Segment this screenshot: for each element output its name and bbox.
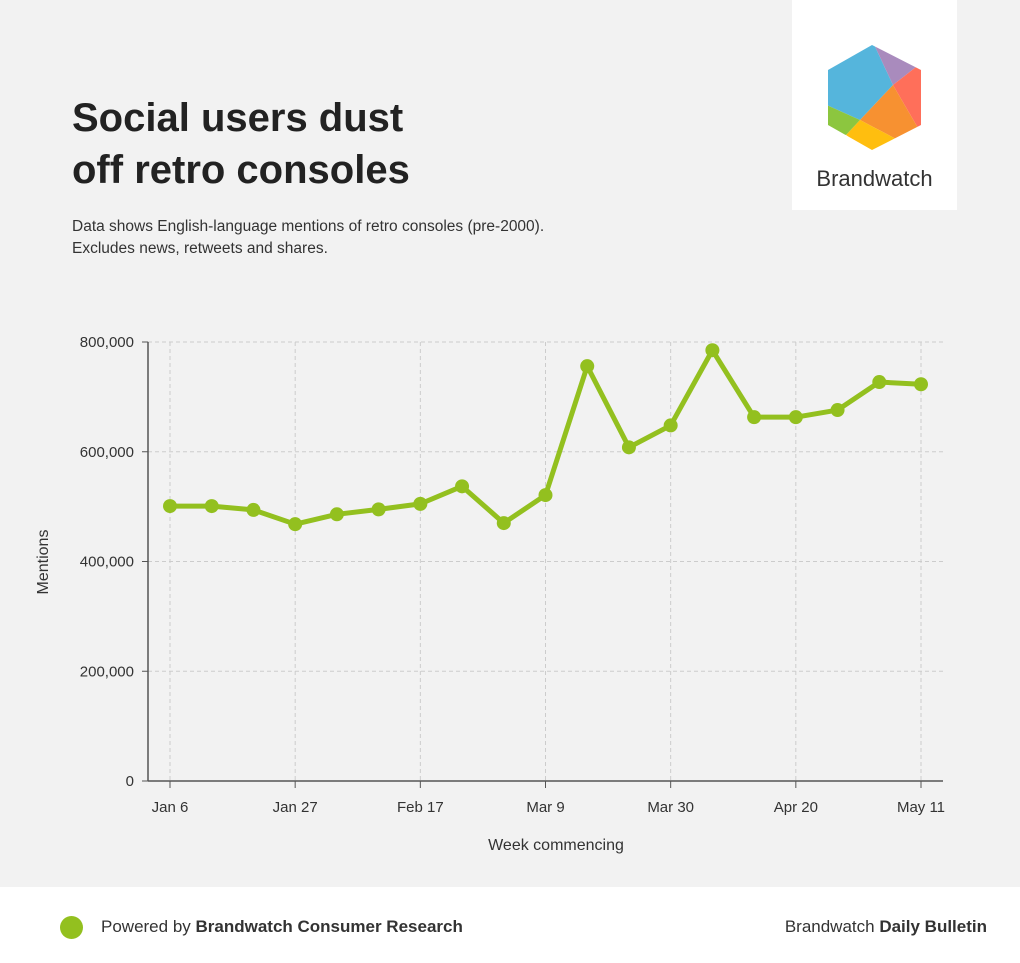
logo-text: Brandwatch — [816, 166, 933, 191]
subtitle: Data shows English-language mentions of … — [72, 216, 672, 260]
data-point — [246, 502, 261, 517]
y-tick-label: 200,000 — [80, 663, 134, 680]
footer: Powered by Brandwatch Consumer Research … — [0, 887, 1020, 963]
brandwatch-logo: Brandwatch — [792, 0, 957, 210]
x-axis-label: Week commencing — [488, 837, 624, 854]
daily-bulletin: Brandwatch Daily Bulletin — [785, 917, 987, 937]
green-dot-icon — [60, 916, 83, 939]
data-point — [496, 516, 511, 531]
line-chart: 0 200,000 400,000 600,000 800,000 Jan 6 Jan 27… — [35, 334, 945, 854]
data-point — [914, 377, 928, 392]
powered-prefix: Powered by — [101, 917, 196, 936]
data-point — [621, 440, 636, 455]
x-tick-label: Mar 9 — [526, 799, 564, 816]
y-tick-label: 800,000 — [80, 334, 134, 351]
data-point — [830, 403, 845, 418]
title-line: Social users dust — [72, 96, 404, 140]
data-point — [705, 343, 720, 358]
subtitle-line: Data shows English-language mentions of … — [72, 218, 545, 235]
hexagon-logo-icon — [828, 45, 921, 150]
data-point — [538, 488, 553, 503]
page-title: Social users dust off retro consoles — [72, 92, 492, 196]
data-point — [663, 418, 678, 433]
x-tick-label: Apr 20 — [774, 799, 818, 816]
x-tick-label: Feb 17 — [397, 799, 444, 816]
bulletin-bold: Daily Bulletin — [879, 917, 987, 936]
data-point — [455, 479, 470, 494]
powered-by: Powered by Brandwatch Consumer Research — [101, 917, 463, 937]
data-point — [580, 359, 595, 374]
data-point — [204, 499, 219, 514]
title-line: off retro consoles — [72, 148, 410, 192]
x-tick-label: May 11 — [897, 799, 945, 816]
data-point — [163, 499, 177, 514]
y-tick-label: 600,000 — [80, 444, 134, 461]
x-tick-label: Jan 6 — [152, 799, 189, 816]
data-point — [747, 410, 762, 425]
y-tick-label: 0 — [126, 773, 134, 790]
data-point — [413, 496, 428, 511]
subtitle-line: Excludes news, retweets and shares. — [72, 240, 328, 257]
bulletin-prefix: Brandwatch — [784, 917, 880, 936]
data-point — [872, 375, 887, 390]
powered-brand: Brandwatch Consumer Research — [195, 917, 463, 936]
x-tick-label: Jan 27 — [273, 799, 318, 816]
data-point — [788, 410, 803, 425]
data-point — [288, 517, 303, 532]
data-point — [371, 502, 386, 517]
data-point — [329, 507, 344, 522]
y-tick-label: 400,000 — [80, 554, 134, 571]
x-tick-label: Mar 30 — [647, 799, 694, 816]
y-axis-label: Mentions — [35, 530, 52, 595]
